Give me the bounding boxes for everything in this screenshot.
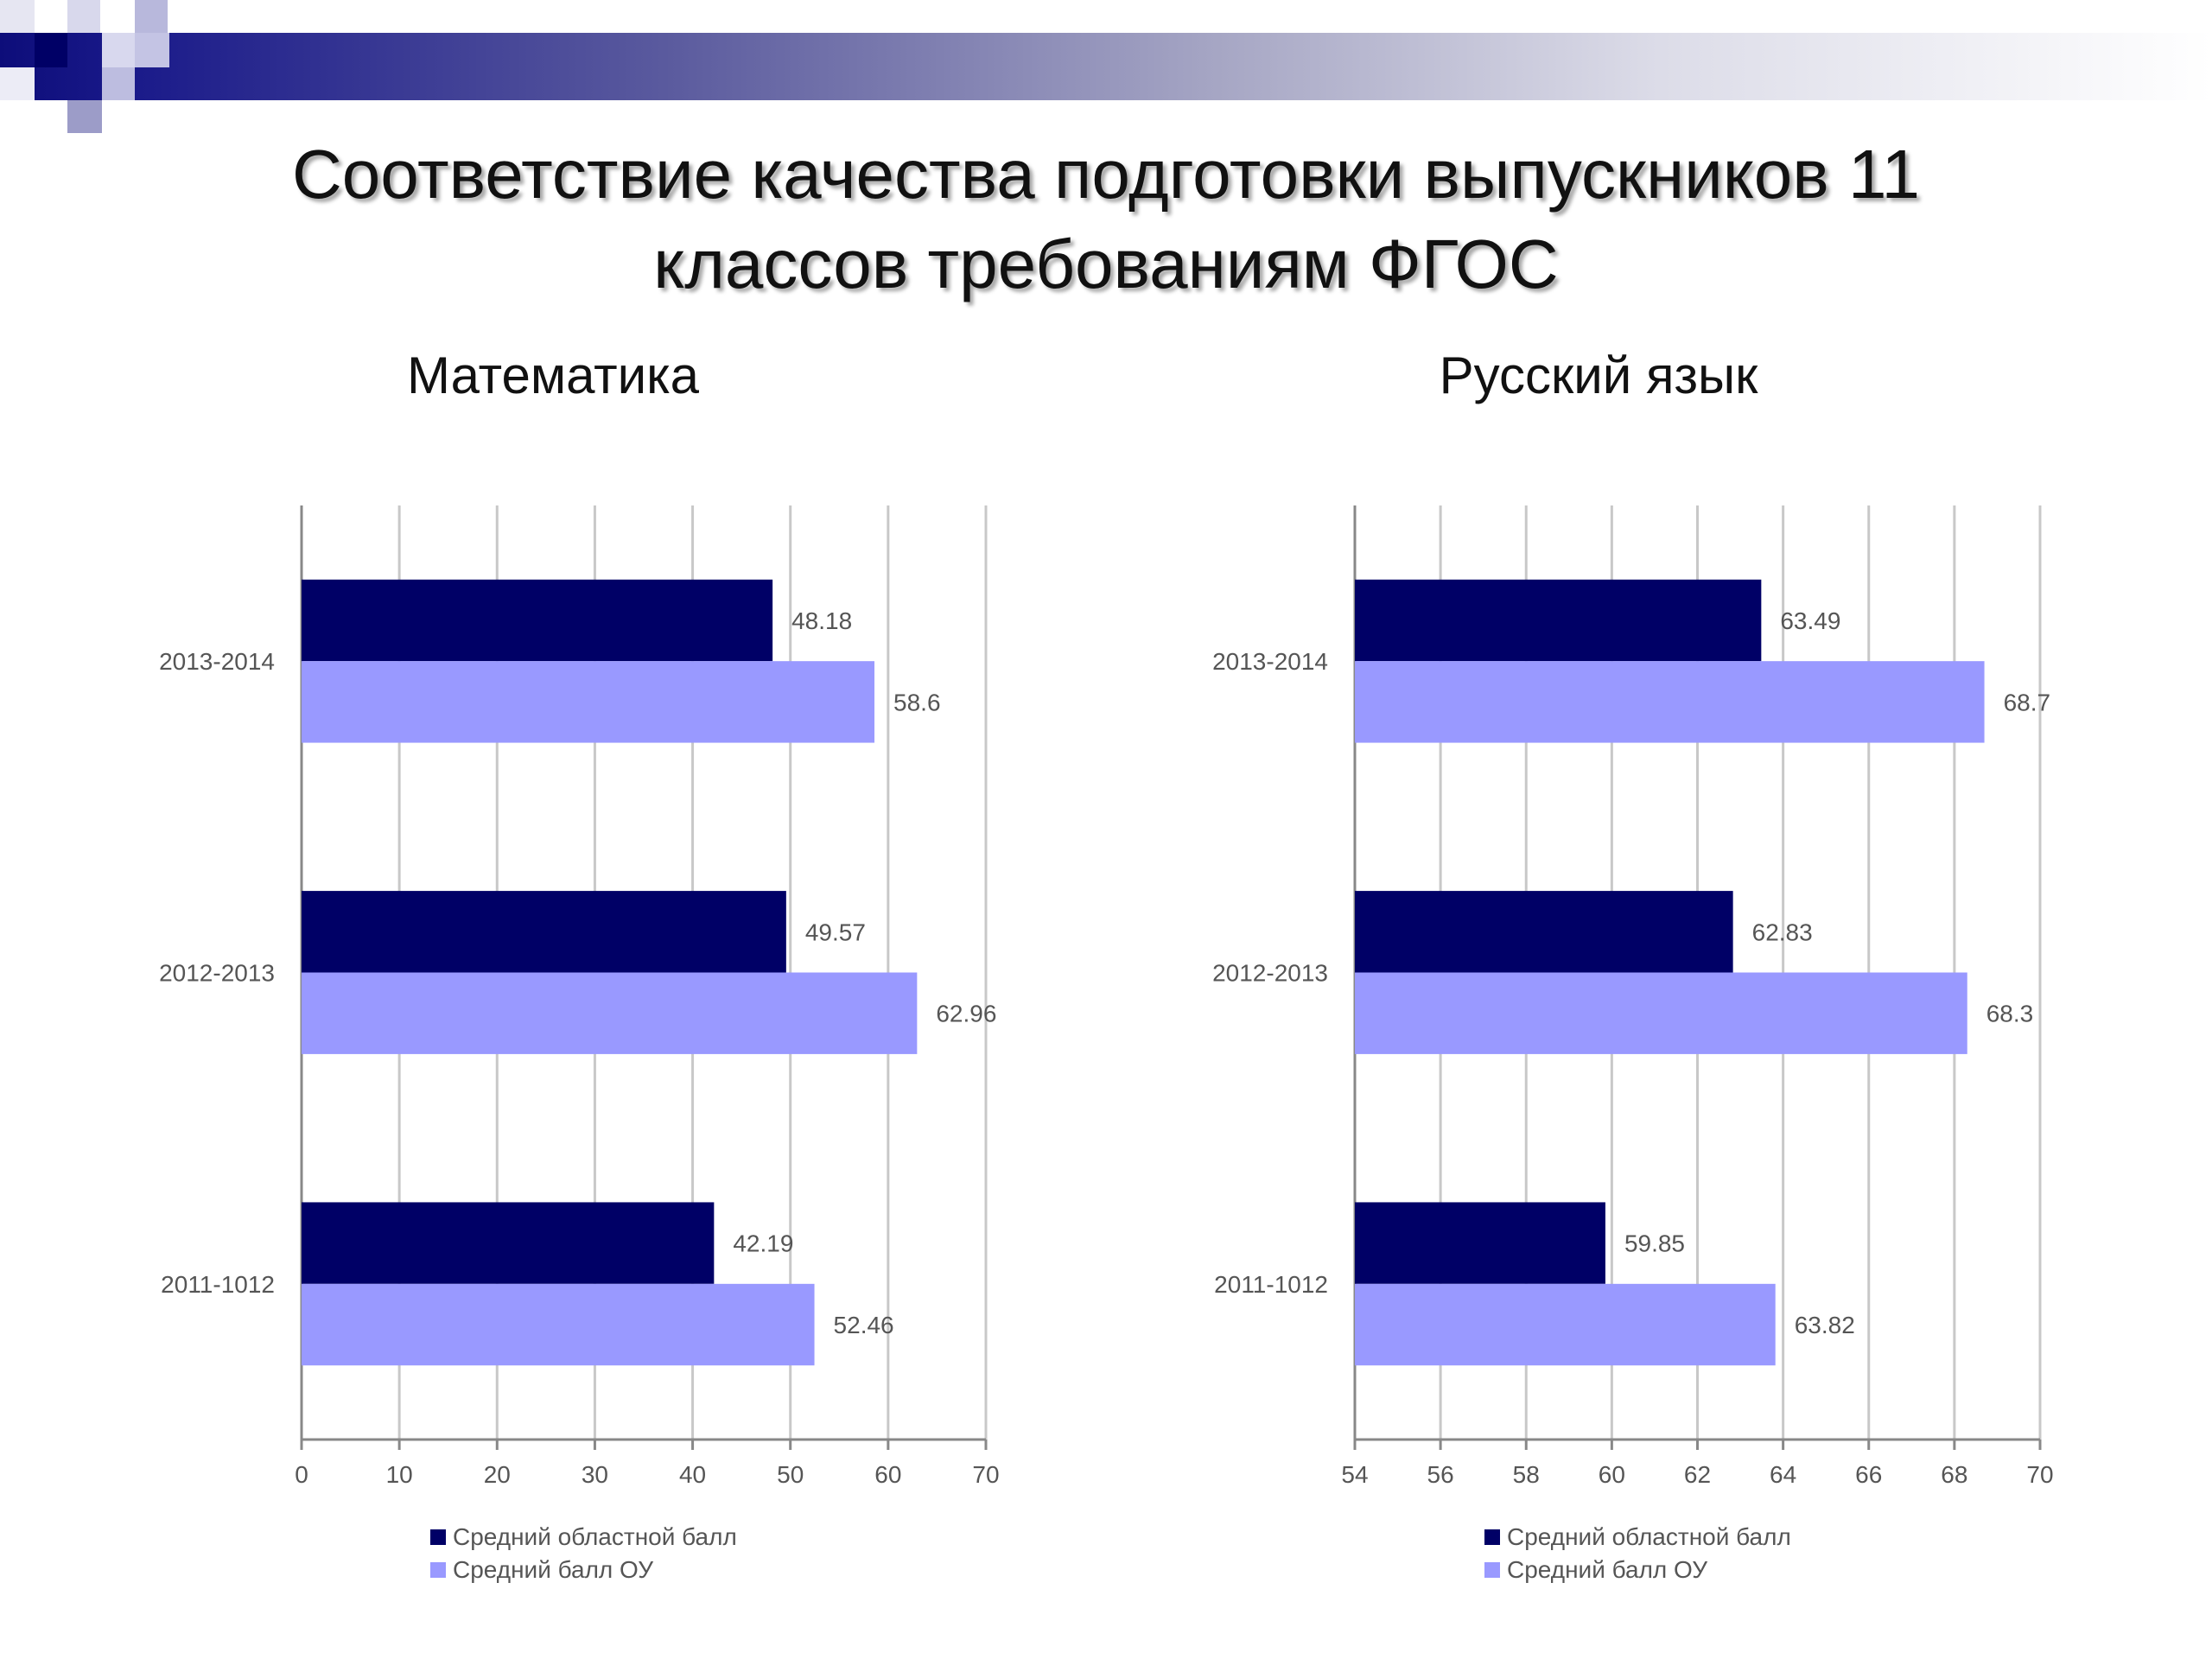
legend-label: Средний областной балл [1507, 1523, 1791, 1550]
decor-square [0, 67, 35, 100]
bar-regional [302, 579, 773, 662]
slide-title: Соответствие качества подготовки выпускн… [0, 130, 2212, 309]
x-tick-label: 56 [1427, 1461, 1454, 1488]
data-label: 59.85 [1624, 1230, 1685, 1257]
russian-chart-title: Русский язык [1439, 346, 1758, 404]
legend-swatch [1484, 1562, 1500, 1578]
category-label: 2013-2014 [1212, 648, 1328, 675]
legend-label: Средний балл ОУ [453, 1556, 653, 1583]
x-tick-label: 0 [295, 1461, 308, 1488]
category-label: 2012-2013 [1212, 960, 1328, 987]
data-label: 58.6 [893, 689, 941, 715]
header-gradient-band [0, 33, 2212, 100]
bar-school [302, 972, 918, 1054]
decor-square [67, 0, 100, 33]
decor-square [102, 67, 135, 100]
category-label: 2011-1012 [1214, 1271, 1328, 1298]
data-label: 52.46 [834, 1312, 894, 1338]
bar-school [1355, 1283, 1776, 1366]
data-label: 63.82 [1795, 1312, 1855, 1338]
data-label: 63.49 [1780, 607, 1840, 634]
x-tick-label: 62 [1684, 1461, 1711, 1488]
slide-title-line-2: классов требованиям ФГОС [653, 226, 1559, 302]
data-label: 68.7 [2004, 689, 2051, 715]
data-label: 42.19 [733, 1230, 793, 1257]
x-tick-label: 60 [1599, 1461, 1625, 1488]
category-label: 2011-1012 [161, 1271, 275, 1298]
legend-swatch [1484, 1529, 1500, 1545]
legend-label: Средний балл ОУ [1507, 1556, 1707, 1583]
data-label: 62.83 [1752, 918, 1813, 945]
data-label: 49.57 [805, 918, 866, 945]
x-tick-label: 54 [1341, 1461, 1368, 1488]
x-tick-label: 64 [1770, 1461, 1796, 1488]
x-tick-label: 50 [777, 1461, 804, 1488]
bar-regional [1355, 1202, 1605, 1284]
decor-square [35, 33, 67, 67]
bar-regional [1355, 579, 1762, 662]
data-label: 68.3 [1986, 1001, 2034, 1027]
x-tick-label: 66 [1855, 1461, 1882, 1488]
x-tick-label: 30 [582, 1461, 608, 1488]
math-chart-title: Математика [406, 346, 700, 404]
x-tick-label: 20 [484, 1461, 511, 1488]
x-tick-label: 40 [679, 1461, 706, 1488]
x-tick-label: 70 [2026, 1461, 2053, 1488]
data-label: 62.96 [936, 1001, 996, 1027]
decor-square [102, 33, 135, 67]
x-tick-label: 68 [1941, 1461, 1967, 1488]
bar-school [1355, 972, 1967, 1054]
bar-school [302, 661, 875, 743]
bar-regional [1355, 891, 1733, 973]
bar-school [302, 1283, 815, 1366]
category-label: 2012-2013 [159, 960, 275, 987]
decor-square [0, 0, 35, 33]
x-tick-label: 60 [874, 1461, 901, 1488]
decor-square [135, 0, 168, 33]
x-tick-label: 58 [1513, 1461, 1540, 1488]
bar-school [1355, 661, 1985, 743]
slide-title-line-1: Соответствие качества подготовки выпускн… [292, 136, 1920, 213]
bar-regional [302, 1202, 715, 1284]
data-label: 48.18 [791, 607, 852, 634]
legend-swatch [430, 1562, 446, 1578]
category-label: 2013-2014 [159, 648, 275, 675]
decor-square [67, 100, 102, 133]
bar-regional [302, 891, 786, 973]
x-tick-label: 10 [386, 1461, 413, 1488]
legend-label: Средний областной балл [453, 1523, 737, 1550]
x-tick-label: 70 [972, 1461, 999, 1488]
legend-swatch [430, 1529, 446, 1545]
decor-square [135, 33, 169, 67]
